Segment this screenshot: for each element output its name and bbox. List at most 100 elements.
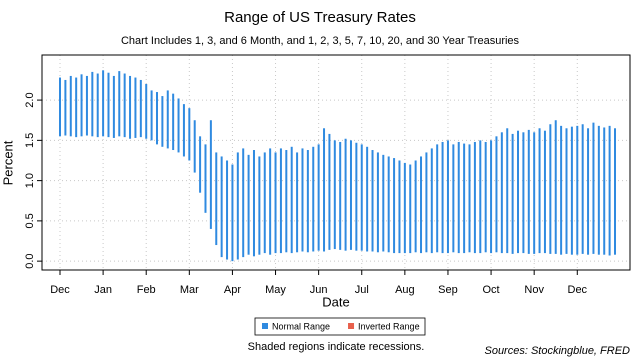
range-bar: [576, 125, 579, 255]
range-bar: [172, 93, 175, 151]
range-bar: [430, 148, 433, 254]
range-bar: [323, 128, 326, 252]
range-bar: [69, 75, 72, 137]
range-bar: [296, 152, 299, 253]
range-bar: [290, 146, 293, 254]
range-bar: [209, 120, 212, 229]
range-bar: [592, 122, 595, 254]
range-bar: [366, 146, 369, 252]
range-bar: [166, 90, 169, 149]
range-bar: [252, 150, 255, 257]
range-bar: [393, 158, 396, 254]
range-bar: [495, 136, 498, 253]
range-bar: [193, 120, 196, 173]
range-bar: [565, 128, 568, 254]
range-bar: [457, 141, 460, 254]
range-bar: [177, 98, 180, 153]
range-bar: [312, 146, 315, 252]
range-bar: [199, 136, 202, 193]
range-bar: [446, 140, 449, 254]
x-tick-label: Oct: [483, 284, 500, 296]
x-axis-label: Date: [322, 294, 349, 309]
range-bar: [511, 133, 514, 254]
range-bar: [441, 141, 444, 254]
x-tick-label: May: [265, 284, 286, 296]
range-bar: [452, 144, 455, 253]
x-tick-label: Mar: [180, 284, 199, 296]
range-bar: [107, 72, 110, 138]
y-axis-label: Percent: [0, 140, 15, 185]
range-bar: [285, 150, 288, 253]
range-bar: [376, 152, 379, 253]
range-bar: [269, 148, 272, 255]
y-tick-label: 2.0: [24, 92, 36, 107]
range-bar: [258, 156, 261, 255]
range-bar: [301, 148, 304, 252]
range-bar: [274, 152, 277, 254]
range-bar: [242, 148, 245, 258]
range-bar: [420, 156, 423, 254]
range-bar: [333, 140, 336, 250]
range-bar: [161, 96, 164, 147]
chart-title: Range of US Treasury Rates: [224, 9, 416, 26]
range-bar: [59, 77, 61, 137]
range-bar: [236, 152, 239, 260]
range-bar: [145, 83, 148, 139]
x-tick-label: Jun: [310, 284, 328, 296]
range-bar: [328, 133, 331, 250]
y-tick-label: 0.0: [24, 253, 36, 268]
x-tick-label: Feb: [137, 284, 156, 296]
range-bar: [436, 144, 439, 253]
range-bar: [188, 108, 191, 161]
range-bar: [75, 77, 78, 138]
range-bar: [398, 160, 401, 254]
range-bar: [204, 144, 207, 213]
range-bar: [118, 71, 121, 137]
x-tick-label: Apr: [224, 284, 241, 296]
range-bar: [425, 152, 428, 253]
x-tick-label: Jan: [94, 284, 112, 296]
range-bar: [349, 140, 352, 250]
range-bar: [554, 120, 557, 254]
y-tick-label: 1.5: [24, 133, 36, 148]
range-bar: [64, 79, 67, 136]
legend-swatch: [348, 323, 355, 329]
range-bar: [463, 143, 466, 254]
range-bar: [597, 125, 600, 255]
chart-subtitle: Chart Includes 1, 3, and 6 Month, and 1,…: [121, 35, 520, 47]
range-bar: [355, 142, 358, 251]
legend-swatch: [262, 323, 268, 329]
range-bar: [317, 144, 320, 251]
range-bar: [215, 152, 218, 246]
range-bar: [500, 132, 503, 254]
range-bar: [581, 124, 584, 254]
source: Sources: Stockingblue, FRED: [484, 345, 630, 357]
range-bar: [603, 127, 606, 255]
range-bar: [538, 128, 541, 254]
legend-label: Inverted Range: [358, 321, 420, 331]
range-bar: [306, 150, 309, 253]
y-tick-label: 1.0: [24, 173, 36, 188]
range-bar: [614, 128, 616, 255]
range-bar: [279, 148, 282, 254]
range-bar: [382, 154, 385, 252]
range-bar: [339, 141, 342, 250]
range-bar: [533, 132, 536, 254]
range-bar: [85, 75, 88, 136]
range-bar: [129, 75, 132, 139]
range-bar: [414, 160, 417, 253]
range-bar: [570, 126, 573, 255]
x-tick-label: Sep: [438, 284, 458, 296]
range-bar: [549, 124, 552, 254]
range-bar: [527, 129, 530, 254]
range-bar: [490, 140, 493, 254]
range-bar: [506, 128, 509, 254]
x-tick-label: Nov: [524, 284, 544, 296]
legend-box: [254, 317, 426, 336]
range-bar: [517, 130, 520, 254]
range-bar: [560, 125, 563, 255]
range-bar: [371, 150, 374, 252]
range-bar: [231, 164, 234, 262]
